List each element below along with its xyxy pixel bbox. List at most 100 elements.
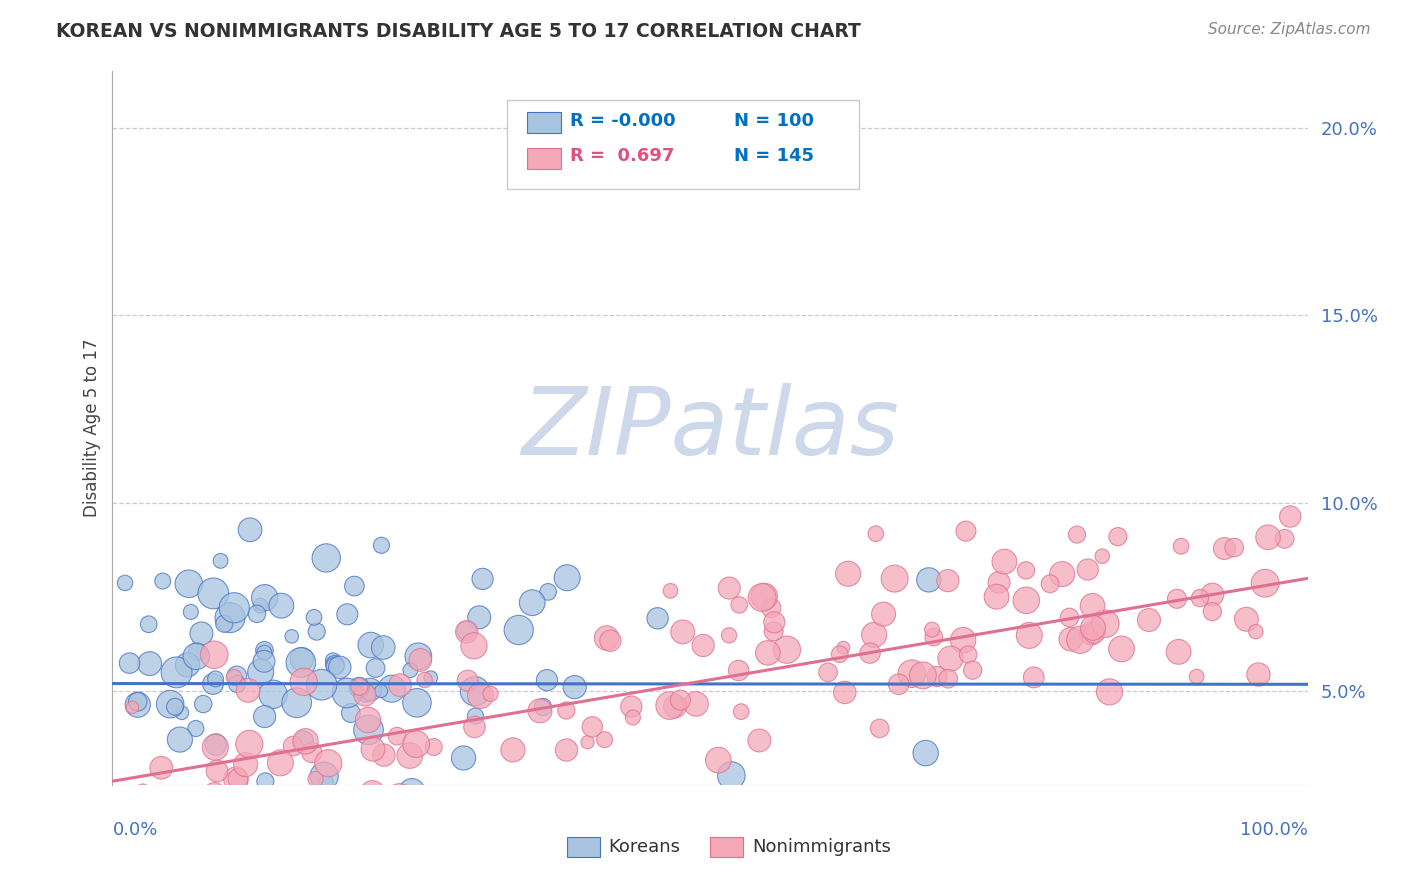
Point [323,659,346,673]
Point [925,669,948,683]
Point [593,732,616,747]
Text: R = -0.000: R = -0.000 [571,112,676,129]
Point [253,591,276,605]
Point [170,706,193,720]
Point [456,624,478,638]
Point [1201,587,1223,601]
Point [288,799,311,814]
Point [664,699,686,714]
Point [754,590,776,604]
Point [398,748,420,763]
Point [727,664,749,678]
Point [224,600,246,615]
Point [225,669,247,683]
Point [406,696,429,710]
Point [1080,626,1102,640]
Point [238,737,260,751]
Point [748,733,770,747]
Point [399,663,422,677]
Point [529,704,551,718]
Point [1166,591,1188,606]
Point [1254,576,1277,591]
Point [193,697,215,711]
Point [184,722,207,736]
Point [988,575,1011,590]
Point [464,684,486,698]
Point [536,673,558,688]
Point [1018,628,1040,642]
Point [1111,641,1133,656]
Point [254,774,277,789]
Point [290,656,312,670]
Point [1137,613,1160,627]
Point [1244,624,1267,639]
Point [314,769,336,783]
Point [730,705,752,719]
Point [685,697,707,711]
Point [1223,541,1246,555]
Point [315,551,337,566]
Point [322,654,344,668]
Point [1077,562,1099,576]
Point [214,616,236,631]
Point [405,737,427,751]
Point [354,686,377,700]
FancyBboxPatch shape [508,100,859,189]
Point [336,607,359,622]
Point [936,672,959,686]
FancyBboxPatch shape [527,148,561,169]
Point [1234,612,1257,626]
Point [422,739,444,754]
Point [121,853,143,867]
Point [118,656,141,670]
Point [136,794,159,808]
Point [364,661,387,675]
Point [132,784,155,798]
Point [707,753,730,767]
Point [361,742,384,756]
Text: R =  0.697: R = 0.697 [571,147,675,165]
Point [599,633,621,648]
Point [190,626,212,640]
Point [817,665,839,680]
Point [413,673,436,687]
Point [762,624,785,639]
Point [621,710,644,724]
Point [647,611,669,625]
Point [453,751,475,765]
Point [502,743,524,757]
Point [114,575,136,590]
Point [302,610,325,624]
Point [1059,610,1081,624]
Point [1098,685,1121,699]
Point [204,740,226,755]
Point [253,643,276,657]
Point [357,723,380,737]
Point [464,709,486,723]
Point [127,695,149,709]
Text: N = 100: N = 100 [734,112,814,129]
Point [292,674,315,689]
Point [176,657,198,672]
Point [236,683,259,698]
Point [456,624,478,639]
Point [359,682,381,697]
Point [658,698,681,713]
Point [952,633,974,648]
Point [1107,530,1129,544]
Point [457,673,479,688]
Point [1185,669,1208,683]
Point [253,709,276,723]
Point [463,720,485,734]
Point [280,629,302,643]
Point [349,680,371,694]
Point [1201,605,1223,619]
Point [409,653,432,667]
Point [828,647,851,661]
Point [195,823,218,838]
Point [205,764,228,778]
Point [720,768,742,782]
FancyBboxPatch shape [567,837,600,857]
Point [219,610,242,624]
Point [401,785,423,799]
